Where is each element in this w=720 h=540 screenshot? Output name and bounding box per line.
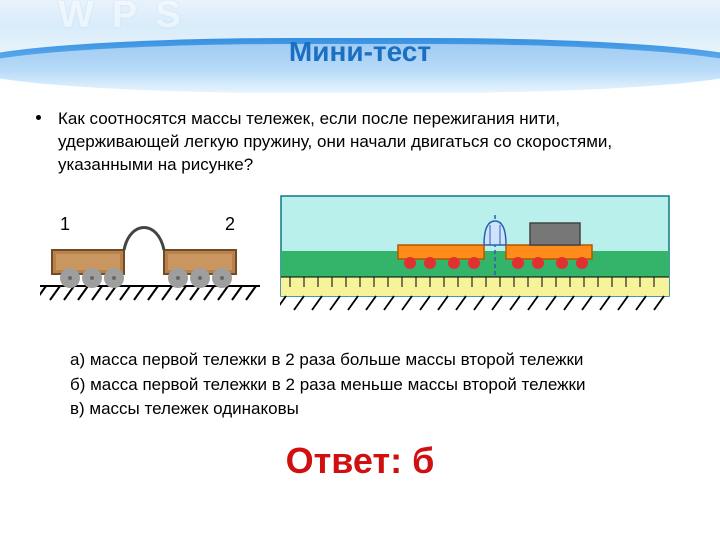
right-diagram-svg: [280, 195, 670, 315]
watermark-text: WPS: [58, 0, 199, 37]
cart1-label: 1: [60, 214, 70, 234]
cart2-label: 2: [225, 214, 235, 234]
figure-right: [280, 195, 670, 315]
answer-label: Ответ: б: [0, 440, 720, 482]
option-a: а) масса первой тележки в 2 раза больше …: [70, 348, 690, 373]
option-c: в) массы тележек одинаковы: [70, 397, 690, 422]
question-content: Как соотносятся массы тележек, если посл…: [58, 109, 612, 174]
bullet-icon: [36, 115, 41, 120]
figure-left: 1 2: [40, 210, 260, 310]
option-b: б) масса первой тележки в 2 раза меньше …: [70, 373, 690, 398]
left-diagram-svg: 1 2: [40, 210, 260, 310]
question-text: Как соотносятся массы тележек, если посл…: [58, 108, 668, 177]
options-list: а) масса первой тележки в 2 раза больше …: [70, 348, 690, 422]
page-title: Мини-тест: [0, 36, 720, 68]
